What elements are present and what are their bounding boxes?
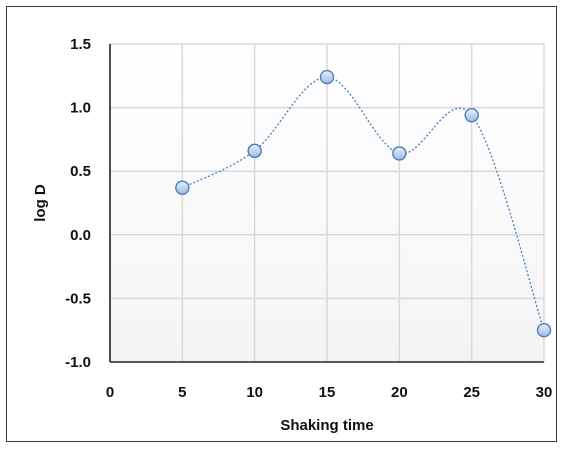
data-point — [392, 146, 407, 161]
y-tick-label: 0.5 — [70, 163, 91, 180]
data-point — [464, 108, 479, 123]
x-tick-label: 5 — [178, 384, 186, 401]
x-tick-label: 0 — [106, 384, 114, 401]
x-axis-title: Shaking time — [280, 417, 373, 434]
data-markers — [175, 69, 552, 338]
y-tick-label: -1.0 — [65, 354, 91, 371]
data-point — [536, 323, 552, 338]
data-point — [319, 69, 335, 85]
y-tick-label: -0.5 — [65, 290, 91, 307]
data-point — [175, 180, 190, 195]
y-tick-label: 0.0 — [70, 227, 91, 244]
y-tick-label: 1.5 — [70, 36, 91, 53]
x-tick-label: 30 — [536, 384, 553, 401]
x-tick-label: 25 — [463, 384, 480, 401]
data-point — [247, 143, 262, 159]
x-tick-labels: 0 5 10 15 20 25 30 — [106, 384, 553, 401]
y-tick-labels: 1.5 1.0 0.5 0.0 -0.5 -1.0 — [65, 36, 91, 371]
x-tick-label: 15 — [319, 384, 336, 401]
y-axis-title: log D — [32, 184, 49, 222]
grid — [110, 43, 545, 362]
y-tick-label: 1.0 — [70, 100, 91, 117]
axes — [109, 44, 544, 363]
x-tick-label: 20 — [391, 384, 408, 401]
x-tick-label: 10 — [246, 384, 263, 401]
